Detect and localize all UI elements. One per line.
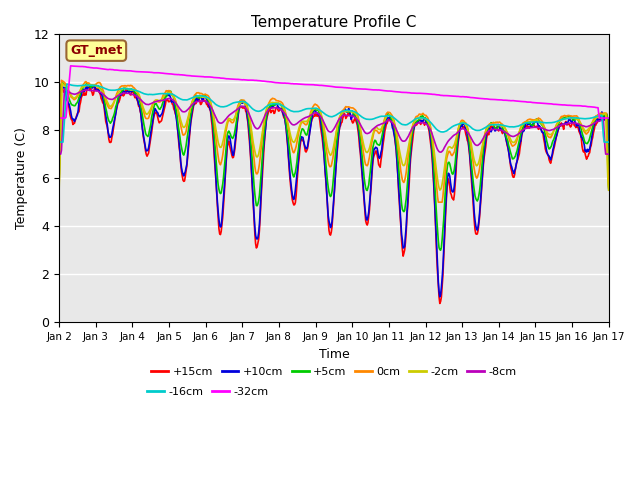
-2cm — [58, 80, 66, 86]
-8cm — [66, 90, 74, 96]
-2cm — [436, 187, 444, 193]
Line: -8cm: -8cm — [59, 89, 609, 154]
-2cm — [179, 122, 186, 128]
Line: +5cm: +5cm — [59, 83, 609, 250]
-2cm — [418, 116, 426, 121]
-8cm — [418, 120, 426, 126]
+5cm — [436, 247, 444, 253]
0cm — [58, 77, 65, 83]
+5cm — [66, 98, 74, 104]
0cm — [55, 180, 63, 186]
Line: +15cm: +15cm — [59, 85, 609, 303]
0cm — [123, 83, 131, 89]
+10cm — [401, 233, 409, 239]
0cm — [605, 187, 612, 193]
-2cm — [66, 89, 74, 95]
-8cm — [179, 108, 186, 114]
-16cm — [179, 97, 186, 103]
+10cm — [179, 169, 186, 175]
-32cm — [55, 115, 63, 121]
Legend: -16cm, -32cm: -16cm, -32cm — [143, 383, 273, 402]
+10cm — [123, 89, 131, 95]
+15cm — [123, 86, 131, 92]
Line: -2cm: -2cm — [59, 83, 609, 190]
-8cm — [605, 151, 612, 157]
-32cm — [123, 68, 131, 74]
-32cm — [207, 74, 215, 80]
Line: +10cm: +10cm — [59, 85, 609, 297]
0cm — [207, 102, 215, 108]
-32cm — [179, 72, 186, 78]
+15cm — [401, 240, 409, 245]
+5cm — [55, 178, 63, 183]
+5cm — [207, 106, 215, 112]
Text: GT_met: GT_met — [70, 44, 122, 57]
+10cm — [90, 83, 98, 88]
Y-axis label: Temperature (C): Temperature (C) — [15, 127, 28, 229]
-2cm — [55, 186, 63, 192]
+10cm — [207, 111, 215, 117]
Line: -16cm: -16cm — [59, 84, 609, 142]
-16cm — [123, 86, 131, 92]
-8cm — [55, 151, 63, 157]
-16cm — [55, 139, 63, 145]
+5cm — [418, 113, 426, 119]
+5cm — [58, 80, 66, 85]
+10cm — [55, 164, 63, 169]
-2cm — [123, 85, 131, 91]
+5cm — [401, 202, 409, 208]
-32cm — [65, 80, 73, 86]
0cm — [401, 174, 409, 180]
0cm — [66, 91, 74, 97]
+15cm — [436, 300, 444, 306]
-16cm — [401, 122, 409, 128]
+10cm — [436, 294, 444, 300]
-32cm — [401, 90, 409, 96]
-16cm — [66, 82, 74, 87]
-16cm — [207, 97, 215, 103]
-16cm — [418, 115, 426, 120]
+10cm — [65, 101, 73, 107]
+15cm — [605, 182, 612, 188]
+15cm — [418, 120, 426, 126]
+10cm — [605, 185, 612, 191]
-32cm — [67, 63, 74, 69]
-2cm — [605, 187, 612, 193]
-16cm — [605, 139, 612, 145]
-8cm — [207, 105, 215, 110]
X-axis label: Time: Time — [319, 348, 349, 360]
-8cm — [61, 86, 68, 92]
Line: 0cm: 0cm — [59, 80, 609, 202]
+15cm — [55, 161, 63, 167]
+5cm — [179, 148, 186, 154]
+15cm — [66, 111, 74, 117]
-32cm — [605, 115, 612, 121]
-2cm — [401, 160, 409, 166]
0cm — [179, 130, 186, 135]
-8cm — [123, 90, 131, 96]
+15cm — [179, 173, 186, 179]
+5cm — [123, 86, 131, 92]
0cm — [418, 111, 426, 117]
+15cm — [207, 116, 215, 121]
Line: -32cm: -32cm — [59, 66, 609, 118]
+5cm — [605, 187, 612, 193]
-8cm — [401, 138, 409, 144]
0cm — [435, 199, 442, 205]
+15cm — [56, 83, 64, 88]
+10cm — [418, 118, 426, 123]
Title: Temperature Profile C: Temperature Profile C — [252, 15, 417, 30]
-16cm — [63, 81, 70, 87]
-2cm — [207, 103, 215, 108]
-32cm — [418, 91, 426, 96]
